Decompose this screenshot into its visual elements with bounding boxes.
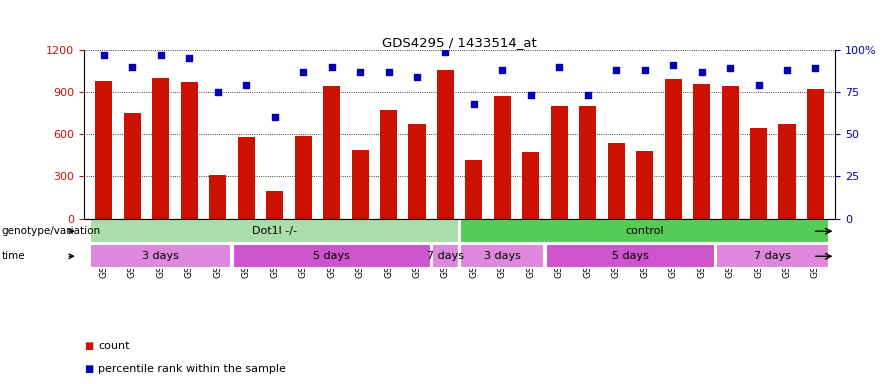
Point [382, 69, 396, 75]
Bar [238, 137, 255, 218]
Point [210, 89, 225, 95]
Bar [750, 128, 767, 218]
Point [154, 52, 168, 58]
Bar [408, 124, 425, 218]
Bar [579, 106, 597, 218]
Bar [210, 175, 226, 218]
Point [126, 64, 140, 70]
Point [581, 93, 595, 99]
Text: 5 days: 5 days [612, 251, 649, 261]
Point [97, 52, 111, 58]
Bar [465, 160, 483, 218]
Text: 7 days: 7 days [427, 251, 464, 261]
Point [552, 64, 567, 70]
Bar [721, 86, 739, 218]
Text: Dot1l -/-: Dot1l -/- [252, 226, 297, 236]
Text: ■: ■ [84, 364, 93, 374]
Point [353, 69, 367, 75]
Point [438, 48, 453, 55]
Point [751, 82, 766, 88]
Bar [180, 82, 198, 218]
Bar [380, 110, 397, 218]
Bar [124, 113, 141, 218]
Text: 3 days: 3 days [484, 251, 521, 261]
Point [467, 101, 481, 107]
Point [695, 69, 709, 75]
Bar [665, 79, 682, 218]
Point [268, 114, 282, 121]
Point [780, 67, 794, 73]
Point [182, 55, 196, 61]
Bar [232, 244, 431, 268]
Text: control: control [625, 226, 664, 236]
Bar [437, 70, 454, 218]
Bar [461, 219, 829, 243]
Bar [294, 136, 312, 218]
Text: time: time [2, 251, 26, 261]
Point [296, 69, 310, 75]
Point [637, 67, 652, 73]
Bar [551, 106, 568, 218]
Text: genotype/variation: genotype/variation [2, 226, 101, 236]
Point [240, 82, 254, 88]
Bar [323, 86, 340, 218]
Bar [461, 244, 545, 268]
Bar [716, 244, 829, 268]
Text: 7 days: 7 days [754, 251, 791, 261]
Title: GDS4295 / 1433514_at: GDS4295 / 1433514_at [382, 36, 537, 49]
Bar [95, 81, 112, 218]
Point [324, 64, 339, 70]
Text: percentile rank within the sample: percentile rank within the sample [98, 364, 286, 374]
Bar [90, 244, 232, 268]
Point [723, 65, 737, 71]
Text: ■: ■ [84, 341, 93, 351]
Bar [152, 78, 170, 218]
Bar [352, 150, 369, 218]
Point [523, 93, 537, 99]
Bar [90, 219, 459, 243]
Bar [431, 244, 459, 268]
Bar [607, 143, 625, 218]
Bar [636, 151, 653, 218]
Bar [545, 244, 715, 268]
Bar [693, 84, 710, 218]
Text: count: count [98, 341, 130, 351]
Text: 3 days: 3 days [142, 251, 179, 261]
Bar [266, 191, 283, 218]
Bar [779, 124, 796, 218]
Bar [807, 89, 824, 218]
Point [495, 67, 509, 73]
Bar [494, 96, 511, 218]
Point [609, 67, 623, 73]
Text: 5 days: 5 days [313, 251, 350, 261]
Point [808, 65, 822, 71]
Point [410, 74, 424, 80]
Point [666, 62, 680, 68]
Bar [522, 152, 539, 218]
